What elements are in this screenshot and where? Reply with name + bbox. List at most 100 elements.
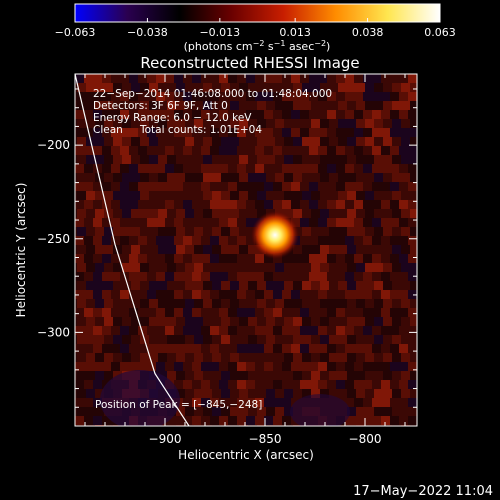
texture-cell	[75, 182, 84, 191]
texture-cell	[104, 317, 113, 326]
texture-cell	[131, 83, 140, 92]
texture-cell	[311, 119, 320, 128]
texture-cell	[383, 119, 392, 128]
texture-cell	[203, 83, 212, 92]
texture-cell	[86, 119, 95, 128]
texture-cell	[381, 200, 390, 209]
texture-cell	[399, 146, 408, 155]
texture-cell	[237, 200, 246, 209]
clean-image-texture	[75, 74, 417, 426]
texture-cell	[113, 263, 122, 272]
colorbar-tick-label: 0.063	[424, 26, 456, 39]
texture-cell	[176, 227, 185, 236]
texture-cell	[138, 344, 147, 353]
texture-cell	[401, 281, 410, 290]
texture-cell	[95, 209, 104, 218]
texture-cell	[165, 362, 174, 371]
texture-cell	[230, 155, 239, 164]
texture-cell	[131, 281, 140, 290]
texture-cell	[201, 110, 210, 119]
texture-cell	[392, 353, 401, 362]
texture-cell	[401, 227, 410, 236]
texture-cell	[138, 326, 147, 335]
texture-cell	[399, 416, 408, 425]
texture-cell	[84, 326, 93, 335]
texture-cell	[165, 110, 174, 119]
texture-cell	[383, 389, 392, 398]
texture-cell	[93, 362, 102, 371]
texture-cell	[356, 299, 365, 308]
texture-cell	[230, 209, 239, 218]
texture-cell	[104, 281, 113, 290]
texture-cell	[248, 101, 257, 110]
texture-cell	[239, 335, 248, 344]
texture-cell	[329, 101, 338, 110]
texture-cell	[75, 200, 84, 209]
texture-cell	[228, 236, 237, 245]
texture-cell	[176, 407, 185, 416]
texture-cell	[392, 191, 401, 200]
texture-cell	[327, 308, 336, 317]
texture-cell	[293, 317, 302, 326]
texture-cell	[401, 245, 410, 254]
texture-cell	[410, 299, 417, 308]
texture-cell	[120, 164, 129, 173]
texture-cell	[264, 326, 273, 335]
texture-cell	[329, 83, 338, 92]
texture-cell	[327, 326, 336, 335]
texture-cell	[174, 146, 183, 155]
texture-cell	[284, 119, 293, 128]
texture-cell	[338, 353, 347, 362]
texture-cell	[293, 119, 302, 128]
texture-cell	[329, 353, 338, 362]
texture-cell	[408, 380, 417, 389]
texture-cell	[230, 245, 239, 254]
texture-cell	[165, 290, 174, 299]
texture-cell	[347, 335, 356, 344]
texture-cell	[408, 290, 417, 299]
texture-cell	[363, 74, 372, 83]
texture-cell	[345, 164, 354, 173]
texture-cell	[264, 128, 273, 137]
texture-cell	[129, 200, 138, 209]
texture-cell	[300, 164, 309, 173]
texture-cell	[237, 74, 246, 83]
texture-cell	[327, 164, 336, 173]
texture-cell	[347, 209, 356, 218]
texture-cell	[302, 101, 311, 110]
texture-cell	[140, 227, 149, 236]
texture-cell	[239, 245, 248, 254]
texture-cell	[221, 263, 230, 272]
texture-cell	[176, 263, 185, 272]
texture-cell	[282, 182, 291, 191]
texture-cell	[129, 110, 138, 119]
texture-cell	[120, 308, 129, 317]
texture-cell	[410, 389, 417, 398]
texture-cell	[95, 317, 104, 326]
texture-cell	[140, 119, 149, 128]
texture-cell	[273, 146, 282, 155]
texture-cell	[183, 110, 192, 119]
texture-cell	[410, 263, 417, 272]
texture-cell	[374, 353, 383, 362]
texture-cell	[374, 335, 383, 344]
texture-cell	[354, 362, 363, 371]
texture-cell	[338, 281, 347, 290]
texture-cell	[282, 326, 291, 335]
texture-cell	[266, 263, 275, 272]
texture-cell	[149, 317, 158, 326]
texture-cell	[120, 290, 129, 299]
texture-cell	[210, 362, 219, 371]
texture-cell	[273, 110, 282, 119]
texture-cell	[122, 245, 131, 254]
texture-cell	[273, 182, 282, 191]
texture-cell	[282, 200, 291, 209]
texture-cell	[365, 155, 374, 164]
texture-cell	[75, 92, 84, 101]
texture-cell	[273, 398, 282, 407]
texture-cell	[257, 263, 266, 272]
texture-cell	[345, 200, 354, 209]
texture-cell	[138, 164, 147, 173]
texture-cell	[192, 362, 201, 371]
texture-cell	[86, 191, 95, 200]
